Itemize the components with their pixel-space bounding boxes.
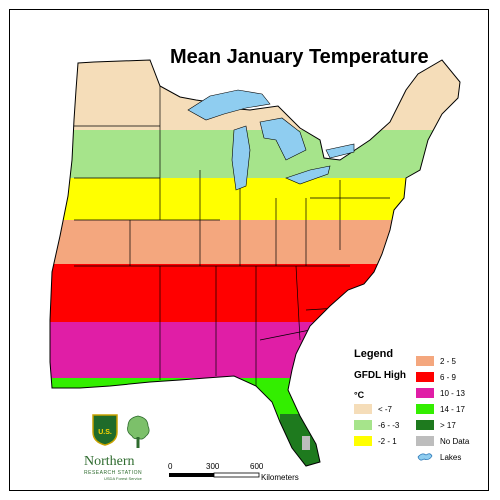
legend-swatch-6-9 [416, 372, 434, 382]
legend-swatch-no-data [416, 436, 434, 446]
legend-label-14-17: 14 - 17 [440, 405, 465, 414]
coastline [49, 59, 461, 467]
scale-bar: 0 300 600 Kilometers [168, 462, 368, 486]
scale-tick-300: 300 [206, 462, 220, 471]
lake-ontario [325, 143, 355, 159]
legend-label-lakes: Lakes [440, 453, 462, 462]
lake-erie [285, 165, 331, 185]
legend-label-2-5: 2 - 5 [440, 357, 457, 366]
legend-subtitle: GFDL High [354, 370, 407, 381]
temperature-bands [50, 60, 460, 466]
legend-label-lt-minus7: < -7 [378, 405, 393, 414]
legend-swatch-minus6-minus3 [354, 420, 372, 430]
legend-label-6-9: 6 - 9 [440, 373, 457, 382]
usfs-shield-icon: U.S. [92, 414, 118, 446]
org-subtitle: RESEARCH STATION [84, 470, 143, 476]
band-2-5 [50, 220, 460, 268]
legend-swatch-10-13 [416, 388, 434, 398]
great-lakes [187, 89, 355, 191]
band-gt-17-tx [50, 410, 80, 450]
legend-swatch-lt-minus7 [354, 404, 372, 414]
legend-label-gt-17: > 17 [440, 421, 456, 430]
band-lt-minus7 [50, 60, 460, 130]
lake-michigan [231, 125, 251, 191]
scale-tick-600: 600 [250, 462, 264, 471]
legend-label-10-13: 10 - 13 [440, 389, 465, 398]
oak-tree-icon [127, 415, 150, 448]
lake-superior [187, 89, 271, 121]
lake-huron [259, 117, 307, 161]
legend-swatch-2-5 [416, 356, 434, 366]
legend-swatch-14-17 [416, 404, 434, 414]
temperature-map [49, 59, 461, 467]
band-minus6-minus3 [50, 130, 460, 182]
scale-unit: Kilometers [261, 473, 299, 482]
legend-swatch-gt-17 [416, 420, 434, 430]
legend-title: Legend [354, 348, 394, 360]
org-subtitle-2: USDA Forest Service [104, 476, 142, 481]
research-station-logo: U.S. Northern RESEARCH STATION USDA Fore… [84, 414, 160, 484]
scale-tick-0: 0 [168, 462, 173, 471]
scale-bar-graphic [169, 472, 260, 478]
shield-text: U.S. [98, 429, 112, 436]
legend-swatch-minus2-1 [354, 436, 372, 446]
map-frame: Mean January Temperature Legend GFDL Hig… [9, 9, 489, 491]
legend-label-minus2-1: -2 - 1 [378, 437, 397, 446]
lake-icon [417, 453, 433, 461]
band-6-9 [50, 264, 460, 326]
legend-label-minus6-minus3: -6 - -3 [378, 421, 400, 430]
legend-unit: °C [354, 390, 365, 400]
no-data-patch [302, 436, 310, 450]
legend-label-no-data: No Data [440, 437, 470, 446]
org-name: Northern [84, 454, 135, 469]
band-minus2-1 [50, 178, 460, 224]
map-title: Mean January Temperature [170, 46, 429, 68]
